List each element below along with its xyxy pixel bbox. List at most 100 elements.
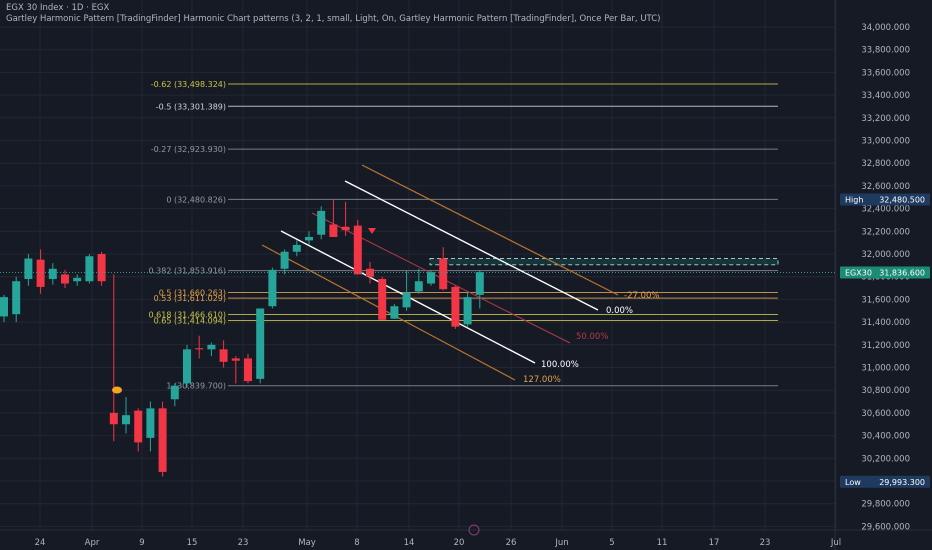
candle-body[interactable] <box>183 349 191 384</box>
candle-body[interactable] <box>219 349 228 362</box>
price-axis-label: 31,600.000 <box>861 295 910 305</box>
candle-body[interactable] <box>207 344 216 350</box>
symbol-title[interactable]: EGX 30 Index · 1D · EGX <box>6 3 110 13</box>
price-axis-label: 32,400.000 <box>861 205 910 215</box>
candle-body[interactable] <box>402 292 411 308</box>
candle-body[interactable] <box>109 412 118 425</box>
lightning-icon[interactable] <box>468 524 480 536</box>
fib-level-label: -0.27 (32,923.930) <box>151 145 226 154</box>
time-axis-label: 14 <box>404 538 415 548</box>
last-tag-label: EGX30 <box>845 269 872 278</box>
last-price-tag[interactable] <box>840 266 930 279</box>
high-price-tag[interactable] <box>840 193 930 206</box>
channel-line-orange-top <box>361 164 619 296</box>
candle-body[interactable] <box>134 410 143 443</box>
candle-body[interactable] <box>48 268 57 279</box>
candle-body[interactable] <box>146 408 155 438</box>
time-axis-label: May <box>298 538 316 548</box>
fib-level-label: 0.382 (31,853.916) <box>149 267 227 276</box>
time-axis-label: Apr <box>85 538 100 548</box>
fib-level-label: 0 (32,480.826) <box>166 195 226 204</box>
price-axis-label: 33,200.000 <box>861 114 910 124</box>
time-axis-label: 26 <box>506 538 517 548</box>
channel-label: 100.00% <box>541 360 579 370</box>
candle-body[interactable] <box>451 286 460 327</box>
sell-arrow-icon <box>368 228 376 234</box>
candle-body[interactable] <box>427 272 435 284</box>
price-axis-label: 31,000.000 <box>861 364 910 374</box>
fib-level-label: 1 (30,839.700) <box>166 382 226 391</box>
low-tag-label: Low <box>845 478 861 487</box>
candle-body[interactable] <box>36 259 45 287</box>
candle-body[interactable] <box>122 415 130 425</box>
candle-body[interactable] <box>317 210 326 235</box>
candle-body[interactable] <box>378 278 387 320</box>
price-axis-label: 30,400.000 <box>861 432 910 442</box>
price-axis-label: 32,000.000 <box>861 250 910 260</box>
candle-body[interactable] <box>73 277 82 282</box>
candle-body[interactable] <box>97 254 106 282</box>
candle-body[interactable] <box>329 224 338 237</box>
time-axis-label: 17 <box>709 538 720 548</box>
high-tag-label: High <box>845 195 863 204</box>
time-axis-label: 8 <box>354 538 359 548</box>
time-axis-label: Jul <box>830 538 841 548</box>
candle-body[interactable] <box>305 236 313 241</box>
target-zone <box>429 258 779 266</box>
time-axis-label: Jun <box>554 538 568 548</box>
channel-line-white-top <box>344 180 599 311</box>
candle-body[interactable] <box>463 297 472 325</box>
candle-body[interactable] <box>12 281 21 315</box>
candle-body[interactable] <box>195 348 204 350</box>
price-axis-label: 31,200.000 <box>861 341 910 351</box>
candle-body[interactable] <box>268 269 277 307</box>
price-axis-label: 32,600.000 <box>861 182 910 192</box>
candle-body[interactable] <box>170 385 179 400</box>
indicator-legend[interactable]: Gartley Harmonic Pattern [TradingFinder]… <box>6 14 661 24</box>
candle-body[interactable] <box>256 308 265 379</box>
price-axis-label: 33,800.000 <box>861 46 910 56</box>
last-tag-value: 31,836.600 <box>879 269 925 278</box>
time-axis-label: 5 <box>609 538 614 548</box>
low-tag-value: 29,993.300 <box>879 478 925 487</box>
candle-body[interactable] <box>475 272 484 295</box>
candle-body[interactable] <box>280 251 289 269</box>
fib-level-label: 0.618 (31,466.610) <box>149 311 227 320</box>
candle-body[interactable] <box>414 281 423 292</box>
time-axis-label: 15 <box>187 538 198 548</box>
candle-body[interactable] <box>439 258 448 290</box>
time-axis-label: 24 <box>35 538 46 548</box>
candle-body[interactable] <box>158 408 167 472</box>
time-axis-label: 9 <box>139 538 144 548</box>
price-axis-label: 32,200.000 <box>861 227 910 237</box>
candle-body[interactable] <box>341 226 350 231</box>
time-axis-label: 11 <box>657 538 668 548</box>
high-tag-value: 32,480.500 <box>879 195 925 204</box>
channel-label: 0.00% <box>606 306 633 316</box>
channel-label: 50.00% <box>576 332 608 342</box>
fib-level-label: 0.65 (31,414.094) <box>154 317 226 326</box>
candle-body[interactable] <box>292 244 301 252</box>
channel-line-orange-bottom <box>261 244 516 381</box>
price-axis-label: 30,800.000 <box>861 386 910 396</box>
price-axis-label: 29,800.000 <box>861 500 910 510</box>
candle-body[interactable] <box>390 306 399 319</box>
price-axis-label: 32,800.000 <box>861 159 910 169</box>
fib-level-label: 0.5 (31,660.263) <box>159 289 226 298</box>
low-price-tag[interactable] <box>840 475 930 488</box>
candle-body[interactable] <box>0 297 8 317</box>
time-axis-label: 23 <box>760 538 771 548</box>
candle-body[interactable] <box>61 274 69 284</box>
price-axis-label: 30,600.000 <box>861 409 910 419</box>
candle-body[interactable] <box>244 358 252 382</box>
fib-level-label: 0.53 (31,611.029) <box>154 294 226 303</box>
price-axis-label: 33,000.000 <box>861 137 910 147</box>
time-axis-label: 23 <box>238 538 249 548</box>
candle-body[interactable] <box>24 258 33 279</box>
candle-body[interactable] <box>353 225 362 275</box>
candle-body[interactable] <box>85 256 94 282</box>
fib-level-label: -0.62 (33,498.324) <box>151 80 226 89</box>
candle-body[interactable] <box>231 358 240 361</box>
